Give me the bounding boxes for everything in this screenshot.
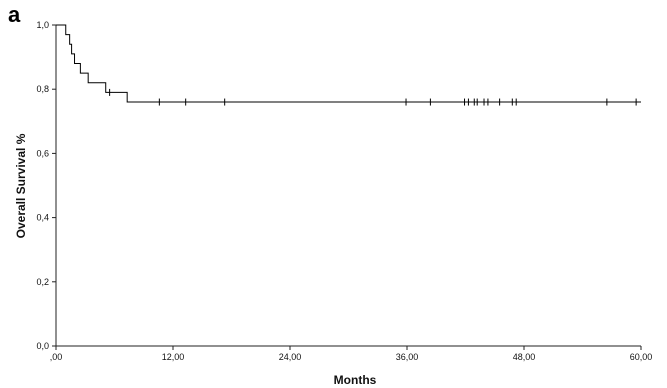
x-tick-label: ,00 [50,352,63,362]
y-tick-label: 0,6 [36,148,49,158]
x-tick-label: 12,00 [162,352,185,362]
x-tick-label: 36,00 [396,352,419,362]
x-tick-label: 60,00 [630,352,653,362]
x-tick-label: 48,00 [513,352,536,362]
y-tick-label: 0,8 [36,84,49,94]
y-tick-label: 0,4 [36,213,49,223]
panel-letter: a [8,2,21,27]
tick-labels: ,00 12,00 24,00 36,00 48,00 60,00 0,0 0,2 0,4 0,6… [36,20,652,362]
axes [55,25,641,347]
censor-marks [109,88,637,106]
x-axis-title: Months [334,373,377,387]
y-tick-label: 1,0 [36,20,49,30]
survival-step-line [56,24,641,103]
x-tick-label: 24,00 [279,352,302,362]
survival-curve [56,24,641,103]
tick-marks [52,24,642,350]
y-tick-label: 0,2 [36,277,49,287]
y-tick-label: 0,0 [36,341,49,351]
y-axis-title: Overall Survival % [14,133,28,238]
